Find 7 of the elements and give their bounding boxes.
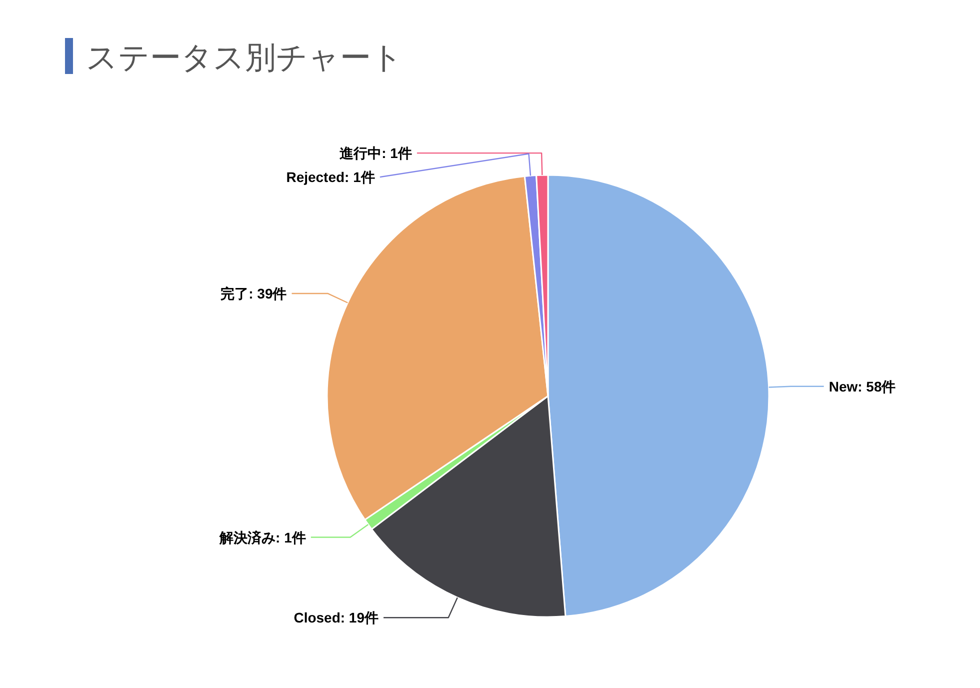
chart-title: ステータス別チャート [86, 40, 403, 76]
slice-label: Closed: 19件 [294, 610, 379, 626]
slice-label: 完了: 39件 [220, 285, 287, 302]
slice-label: 進行中: 1件 [338, 145, 412, 162]
slice-label: Rejected: 1件 [286, 169, 375, 186]
slice-label: New: 58件 [828, 378, 896, 394]
slice-label: 解決済み: 1件 [218, 529, 306, 546]
